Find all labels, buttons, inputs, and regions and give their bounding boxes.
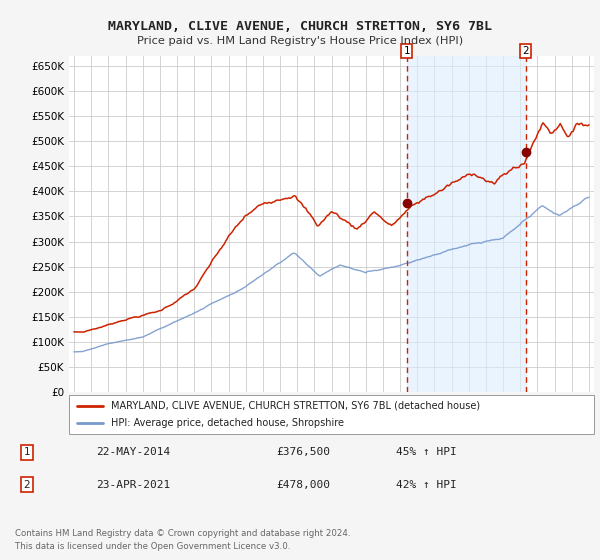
- Text: 1: 1: [403, 46, 410, 56]
- Text: Contains HM Land Registry data © Crown copyright and database right 2024.
This d: Contains HM Land Registry data © Crown c…: [15, 529, 350, 550]
- Text: 2: 2: [23, 479, 31, 489]
- Text: 22-MAY-2014: 22-MAY-2014: [96, 447, 170, 458]
- Text: 45% ↑ HPI: 45% ↑ HPI: [396, 447, 457, 458]
- Text: 2: 2: [522, 46, 529, 56]
- Text: 1: 1: [23, 447, 31, 458]
- Text: MARYLAND, CLIVE AVENUE, CHURCH STRETTON, SY6 7BL: MARYLAND, CLIVE AVENUE, CHURCH STRETTON,…: [108, 20, 492, 32]
- Text: 42% ↑ HPI: 42% ↑ HPI: [396, 479, 457, 489]
- Text: £376,500: £376,500: [276, 447, 330, 458]
- Text: 23-APR-2021: 23-APR-2021: [96, 479, 170, 489]
- Text: Price paid vs. HM Land Registry's House Price Index (HPI): Price paid vs. HM Land Registry's House …: [137, 36, 463, 46]
- Bar: [407, 56, 526, 392]
- Text: £478,000: £478,000: [276, 479, 330, 489]
- Text: MARYLAND, CLIVE AVENUE, CHURCH STRETTON, SY6 7BL (detached house): MARYLAND, CLIVE AVENUE, CHURCH STRETTON,…: [111, 401, 480, 411]
- FancyBboxPatch shape: [69, 395, 594, 434]
- Text: HPI: Average price, detached house, Shropshire: HPI: Average price, detached house, Shro…: [111, 418, 344, 428]
